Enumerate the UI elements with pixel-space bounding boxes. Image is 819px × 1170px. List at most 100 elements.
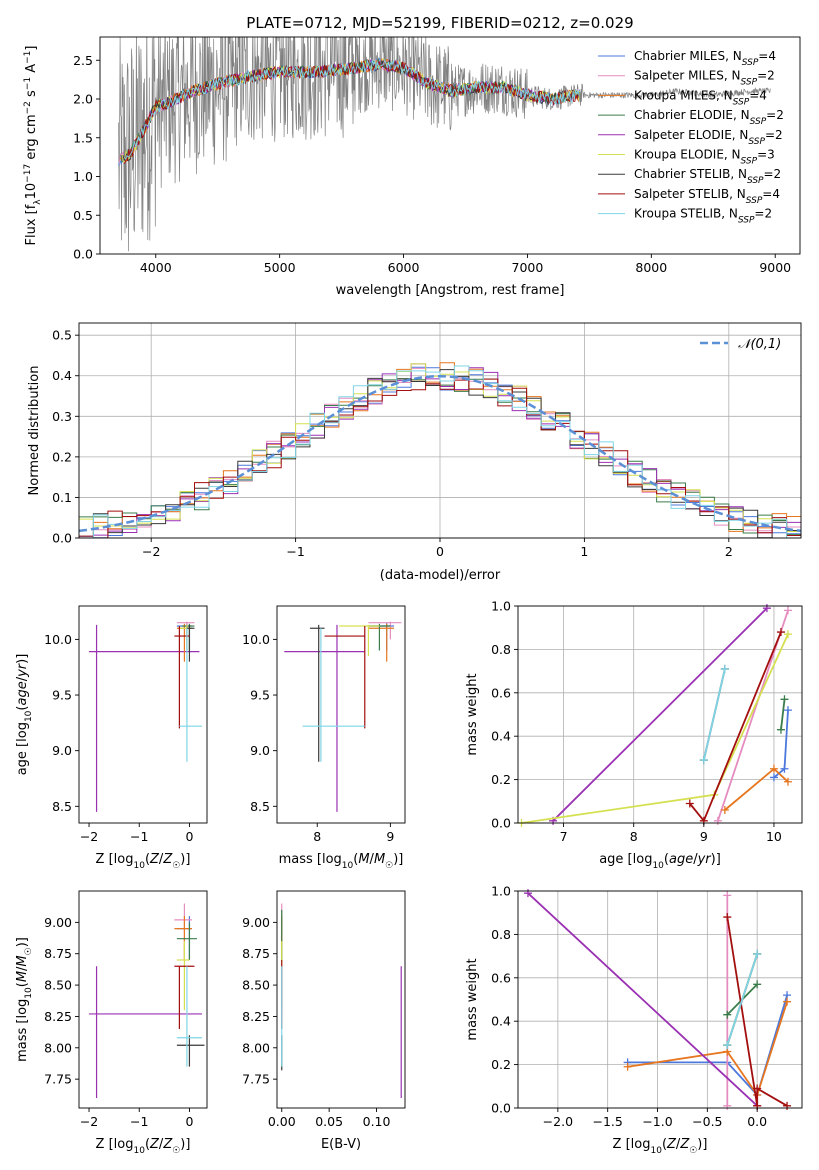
weight-line-3 (780, 699, 786, 730)
y-tick-label: 7.75 (242, 1072, 270, 1087)
x-tick-label: −2.0 (543, 1114, 573, 1129)
plus-marker (753, 1084, 762, 1093)
y-tick-label: 0.5 (73, 208, 93, 223)
label-part: 10 (24, 710, 34, 722)
x-tick-label: 8 (630, 829, 638, 844)
label-part: −2 (23, 101, 33, 114)
label-part: SSP (741, 78, 758, 88)
y-tick-label: 1.0 (491, 884, 511, 899)
plus-marker (723, 913, 732, 922)
axes-frame (276, 890, 406, 1109)
y-tick-label: 0.6 (491, 685, 511, 700)
legend-entry: Salpeter ELODIE, NSSP=2 (634, 128, 783, 147)
label-part: SSP (746, 196, 763, 206)
label-part: SSP (748, 137, 765, 147)
label-part: 10 (650, 1146, 662, 1156)
legend-entry: 𝒩(0,1) (738, 337, 781, 352)
plot-area (89, 903, 205, 1098)
axes-frame (78, 605, 208, 824)
label-part: SSP (742, 58, 759, 68)
plus-marker (623, 1062, 632, 1071)
y-tick-label: 8.50 (44, 978, 72, 993)
label-part: / (159, 852, 164, 867)
chart-1: −2 −1 0 1 2 0.0 0.1 0.2 0.3 0.4 0.5 (data-model)/er… (27, 322, 802, 583)
legend-entry: Kroupa MILES, NSSP=4 (634, 88, 767, 107)
y-tick-label: 0.1 (52, 490, 72, 505)
x-tick-label: −1 (286, 544, 304, 559)
y-tick-label: 9.5 (52, 688, 72, 703)
x-tick-label: 0 (436, 544, 444, 559)
label-part: age (669, 852, 693, 867)
plus-marker (776, 725, 785, 734)
label-part: SSP (741, 157, 758, 167)
y-axis-label: age [log10(age/yr)] (15, 654, 34, 776)
label-part: Kroupa MILES, N (634, 88, 733, 102)
plus-marker (783, 1101, 792, 1110)
label-part: / (370, 852, 375, 867)
y-tick-label: 8.00 (242, 1040, 270, 1055)
y-tick-label: 8.00 (44, 1040, 72, 1055)
y-tick-label: 0.4 (491, 729, 511, 744)
legend: 𝒩(0,1) (700, 337, 781, 352)
x-tick-label: −2 (80, 1114, 98, 1129)
plus-marker (780, 695, 789, 704)
label-part: Z (679, 1137, 690, 1152)
y-tick-label: 9.0 (250, 743, 270, 758)
x-tick-label: −1.0 (642, 1114, 672, 1129)
plot-area (281, 903, 402, 1098)
plus-marker (723, 1010, 732, 1019)
weight-line-4 (527, 892, 758, 1107)
label-part: ( (145, 1137, 150, 1152)
x-tick-label: 1 (580, 544, 588, 559)
axes-frame (276, 605, 406, 824)
y-tick-label: 10.0 (44, 632, 72, 647)
y-axis-label: mass weight (465, 673, 480, 755)
label-part: =2 (766, 108, 784, 122)
plus-marker (783, 777, 792, 786)
errorbar-point-3 (368, 623, 395, 662)
label-part: ( (145, 852, 150, 867)
x-axis-label: Z [log10(Z/Z☉)] (613, 1137, 708, 1156)
label-part: M (358, 852, 369, 867)
label-part: 10 (24, 987, 34, 999)
y-tick-label: 8.25 (242, 1009, 270, 1024)
plus-marker (776, 628, 785, 637)
axes-frame (517, 605, 803, 824)
x-tick-label: 0.00 (268, 1114, 296, 1129)
legend-entry: Salpeter STELIB, NSSP=4 (634, 187, 780, 206)
plot-area (517, 604, 792, 827)
label-part: A (24, 64, 39, 77)
label-part: ( (353, 852, 358, 867)
label-part: Salpeter STELIB, N (634, 187, 746, 201)
plot-area (523, 889, 792, 1110)
chart-2: −2 −1 08.59.09.510.0Z [log10(Z/Z☉)]age [lo… (15, 605, 208, 871)
weight-line-2 (627, 1001, 788, 1098)
x-tick-label: 6000 (388, 260, 420, 275)
label-part: Z (666, 1137, 677, 1152)
y-tick-label: 9.00 (44, 915, 72, 930)
x-tick-label: 8000 (635, 260, 667, 275)
errorbar-point-2 (368, 621, 402, 640)
y-tick-label: 8.75 (242, 946, 270, 961)
legend-entry: Salpeter MILES, NSSP=2 (634, 69, 775, 88)
weight-line-4 (552, 607, 768, 822)
label-part: −17 (23, 164, 33, 183)
label-part: ( (662, 1137, 667, 1152)
x-tick-label: 9 (700, 829, 708, 844)
y-tick-label: 0.0 (73, 247, 93, 262)
y-tick-label: 9.0 (52, 743, 72, 758)
x-tick-label: 8 (313, 829, 321, 844)
histogram-7 (79, 378, 801, 538)
label-part: −1 (23, 51, 33, 64)
x-tick-label: 10 (766, 829, 782, 844)
label-part: 10 (133, 1146, 145, 1156)
y-axis-label: mass weight (465, 958, 480, 1040)
errorbar-point-8 (302, 628, 365, 762)
chart-0: 4000 5000 6000 7000 8000 9000 0.0 0.5 1.0 1.5 2.0 2… (23, 36, 801, 298)
label-part: ☉ (172, 861, 180, 871)
label-part: =2 (757, 69, 775, 83)
chart-5: −2 −1 07.758.008.258.508.759.00Z [log10(Z/… (15, 890, 208, 1156)
label-part: Kroupa STELIB, N (634, 207, 738, 221)
